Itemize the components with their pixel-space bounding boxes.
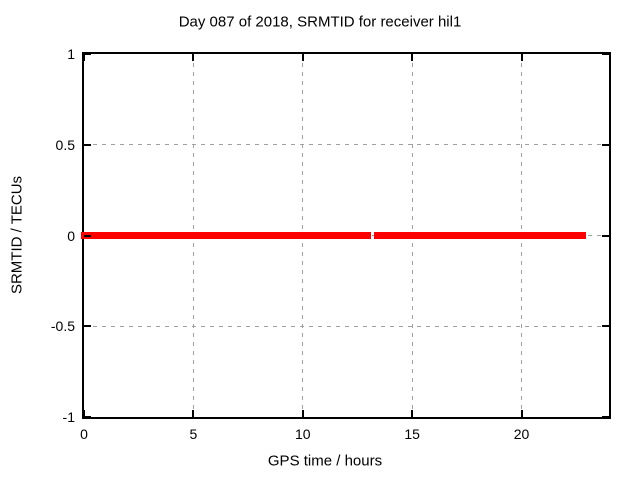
y-tick-mark-right xyxy=(602,416,609,418)
y-tick-mark-right xyxy=(602,234,609,237)
y-axis-label: SRMTID / TECUs xyxy=(8,175,26,295)
x-tick-label: 15 xyxy=(404,426,420,442)
x-tick-label: 10 xyxy=(294,426,311,442)
x-tick-mark xyxy=(520,410,523,417)
x-tick-label: 20 xyxy=(513,426,530,442)
y-gridline xyxy=(84,144,609,146)
y-tick-label: -0.5 xyxy=(50,318,75,335)
y-gridline xyxy=(84,325,609,327)
x-tick-mark-top xyxy=(83,54,85,61)
y-tick-label: 1 xyxy=(67,46,75,62)
y-tick-mark xyxy=(84,143,91,146)
y-tick-mark-right xyxy=(602,325,609,328)
x-axis-label: GPS time / hours xyxy=(267,452,383,470)
x-tick-mark-top xyxy=(520,54,523,61)
data-segment xyxy=(373,232,384,239)
x-tick-mark-top xyxy=(301,54,304,61)
x-tick-mark-top xyxy=(192,54,195,61)
y-tick-label: -1 xyxy=(62,409,75,425)
y-tick-label: 0.5 xyxy=(55,136,75,153)
data-segment xyxy=(403,232,586,239)
plot-area: 0 5 10 15 20 -1 -0.5 0 0.5 1 xyxy=(51,46,611,442)
x-tick-mark xyxy=(411,410,414,417)
x-tick-label: 5 xyxy=(189,426,198,442)
y-tick-mark xyxy=(84,416,91,418)
data-segment xyxy=(380,232,391,239)
data-segment xyxy=(92,232,367,239)
y-tick-mark xyxy=(84,53,91,55)
y-tick-mark xyxy=(84,325,91,328)
y-tick-mark xyxy=(84,234,91,237)
x-tick-mark xyxy=(83,410,85,417)
y-tick-label: 0 xyxy=(67,227,75,244)
x-tick-mark-top xyxy=(411,54,414,61)
chart-title: Day 087 of 2018, SRMTID for receiver hil… xyxy=(178,13,462,31)
y-tick-mark-right xyxy=(602,53,609,55)
plot-inner: 0 5 10 15 20 -1 -0.5 0 0.5 1 xyxy=(51,46,609,442)
data-segment xyxy=(361,232,371,239)
x-tick-mark xyxy=(192,410,195,417)
x-tick-label: 0 xyxy=(80,426,88,442)
y-tick-mark-right xyxy=(602,143,609,146)
x-tick-mark xyxy=(301,410,304,417)
